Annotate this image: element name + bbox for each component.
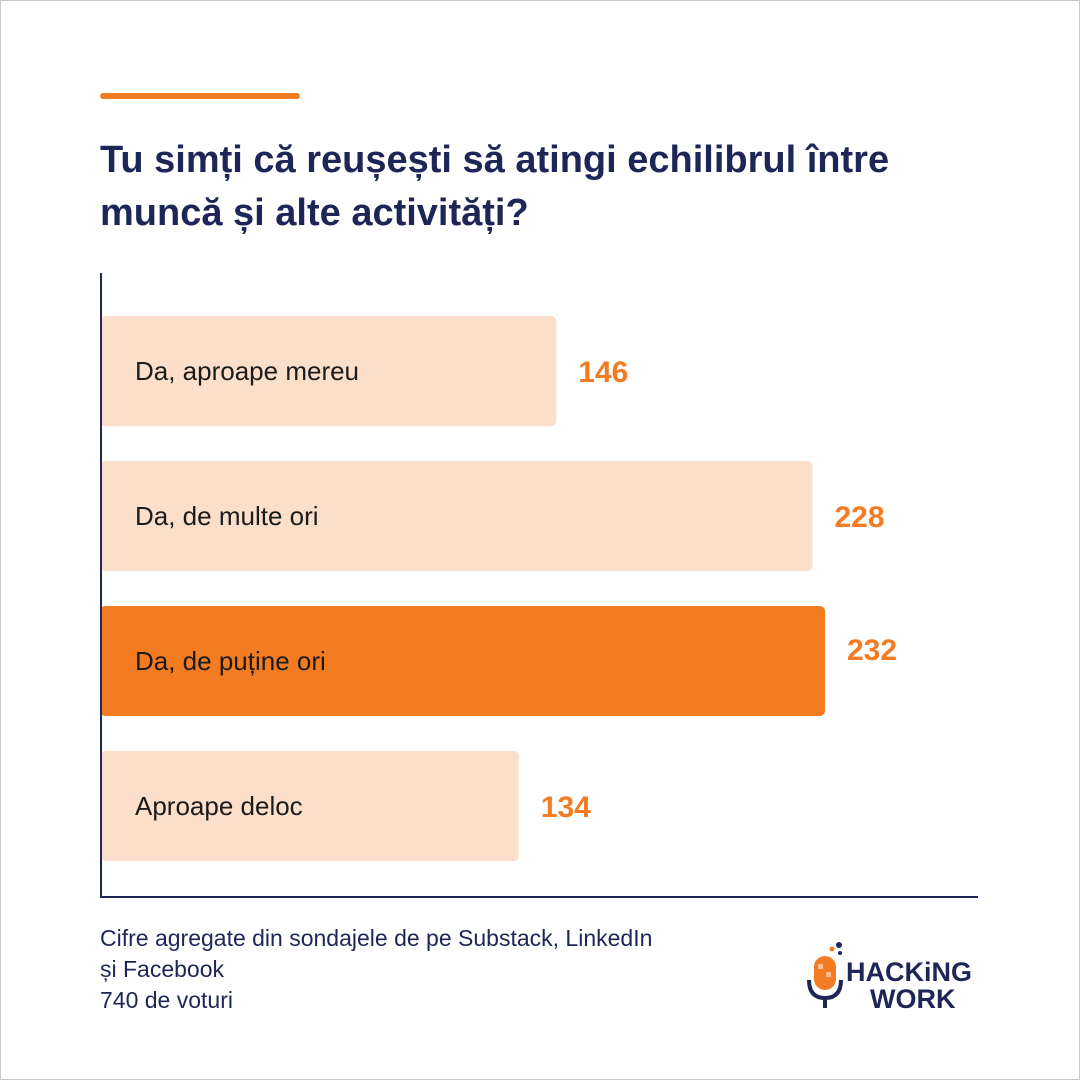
bar-label-2: Da, de puține ori <box>135 646 326 676</box>
bar-2 <box>100 606 825 716</box>
bar-0 <box>100 316 557 426</box>
microphone-icon <box>807 942 843 1008</box>
logo-line2: WORK <box>870 984 956 1014</box>
source-note-line2: și Facebook <box>100 956 225 982</box>
vote-count: 740 de voturi <box>100 987 233 1013</box>
value-label-1: 228 <box>835 501 885 534</box>
hacking-work-logo: HACKiNG WORK <box>807 942 972 1014</box>
chart-title: Tu simți că reușești să atingi echilibru… <box>100 139 890 234</box>
bar-label-3: Aproape deloc <box>135 791 303 821</box>
value-label-0: 146 <box>578 356 628 389</box>
bar-label-1: Da, de multe ori <box>135 501 319 531</box>
bar-1 <box>100 461 813 571</box>
value-label-3: 134 <box>541 791 591 824</box>
value-label-2: 232 <box>847 634 897 667</box>
bar-label-0: Da, aproape mereu <box>135 356 359 386</box>
chart-footer: Cifre agregate din sondajele de pe Subst… <box>100 923 740 1016</box>
accent-line <box>100 93 300 99</box>
bar-3 <box>100 751 519 861</box>
logo-line1: HACKiNG <box>846 957 972 987</box>
source-note-line1: Cifre agregate din sondajele de pe Subst… <box>100 925 653 951</box>
